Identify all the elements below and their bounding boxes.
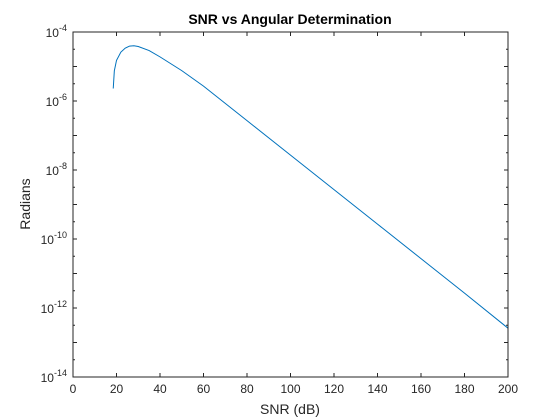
y-tick-label: 10-8 bbox=[46, 161, 67, 178]
y-tick-label-base: 10 bbox=[41, 371, 55, 385]
y-tick-label: 10-4 bbox=[46, 23, 67, 40]
x-tick-label: 140 bbox=[367, 382, 387, 396]
x-tick-label: 40 bbox=[153, 382, 167, 396]
plot-area bbox=[73, 32, 508, 377]
x-tick-label: 80 bbox=[240, 382, 254, 396]
y-axis-label: Radians bbox=[17, 178, 33, 229]
y-tick-label-exponent: -8 bbox=[59, 161, 67, 171]
y-tick-label-base: 10 bbox=[46, 164, 60, 178]
y-tick-label-exponent: -14 bbox=[54, 368, 67, 378]
y-tick-label: 10-14 bbox=[41, 368, 67, 385]
y-tick-label-base: 10 bbox=[41, 233, 55, 247]
y-tick-label: 10-10 bbox=[41, 230, 67, 247]
x-tick-label: 60 bbox=[197, 382, 211, 396]
x-tick-label: 120 bbox=[324, 382, 344, 396]
x-tick-label: 160 bbox=[411, 382, 431, 396]
x-tick-label: 20 bbox=[110, 382, 124, 396]
x-tick-label: 180 bbox=[454, 382, 474, 396]
y-tick-label-base: 10 bbox=[46, 26, 60, 40]
y-tick-label-exponent: -4 bbox=[59, 23, 67, 33]
y-tick-label-base: 10 bbox=[46, 95, 60, 109]
x-tick-label: 0 bbox=[70, 382, 77, 396]
y-tick-label-exponent: -10 bbox=[54, 230, 67, 240]
x-axis-label: SNR (dB) bbox=[260, 401, 320, 417]
x-tick-label: 100 bbox=[280, 382, 300, 396]
y-tick-label: 10-6 bbox=[46, 92, 67, 109]
y-tick-label-exponent: -12 bbox=[54, 299, 67, 309]
x-tick-label: 200 bbox=[498, 382, 518, 396]
y-tick-label-exponent: -6 bbox=[59, 92, 67, 102]
y-tick-label-base: 10 bbox=[41, 302, 55, 316]
y-tick-label: 10-12 bbox=[41, 299, 67, 316]
chart-title: SNR vs Angular Determination bbox=[188, 11, 391, 27]
